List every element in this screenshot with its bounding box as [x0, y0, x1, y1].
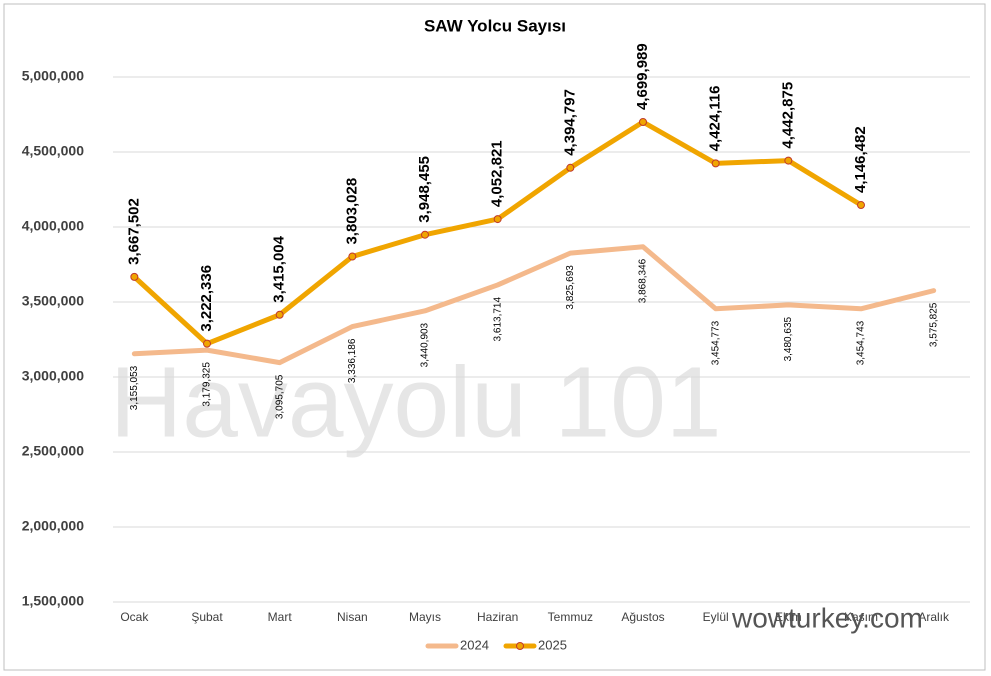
- x-tick-label: Mayıs: [409, 610, 441, 624]
- legend-label: 2025: [538, 637, 567, 652]
- data-label: 3,415,004: [271, 235, 288, 302]
- point-marker: [566, 163, 575, 172]
- point-marker: [348, 252, 357, 261]
- data-label: 3,948,455: [416, 156, 433, 223]
- data-label: 4,052,821: [489, 140, 506, 207]
- data-label: 3,480,635: [783, 316, 794, 361]
- watermark: wowturkey.com: [731, 602, 923, 633]
- y-tick-label: 3,000,000: [22, 368, 84, 384]
- y-tick-label: 2,500,000: [22, 443, 84, 459]
- data-label: 3,222,336: [198, 265, 215, 332]
- x-tick-label: Haziran: [477, 610, 518, 624]
- data-label: 3,336,186: [347, 338, 358, 383]
- data-label: 3,868,346: [638, 258, 649, 303]
- y-tick-label: 1,500,000: [22, 593, 84, 609]
- data-label: 3,613,714: [492, 297, 503, 342]
- data-label: 3,095,705: [274, 374, 285, 419]
- x-tick-label: Şubat: [191, 610, 223, 624]
- data-label: 4,442,875: [779, 82, 796, 149]
- point-marker: [784, 156, 793, 165]
- data-label: 4,424,116: [707, 85, 724, 151]
- point-marker: [275, 310, 284, 319]
- x-tick-label: Eylül: [703, 610, 729, 624]
- legend-marker: [516, 642, 524, 650]
- x-tick-label: Ekim: [775, 610, 802, 624]
- chart-title: SAW Yolcu Sayısı: [424, 16, 566, 35]
- x-tick-label: Kasım: [844, 610, 878, 624]
- y-tick-label: 4,000,000: [22, 218, 84, 234]
- data-label: 3,575,825: [928, 302, 939, 347]
- point-marker: [421, 230, 429, 239]
- data-label: 3,440,903: [420, 322, 431, 367]
- y-tick-label: 4,500,000: [22, 143, 84, 159]
- x-tick-label: Temmuz: [548, 610, 593, 624]
- data-label: 3,179,325: [202, 362, 213, 407]
- data-label: 3,454,743: [856, 320, 867, 365]
- y-tick-label: 3,500,000: [22, 293, 84, 309]
- point-marker: [711, 159, 720, 168]
- point-marker: [203, 339, 211, 348]
- point-marker: [493, 215, 502, 224]
- data-label: 4,146,482: [852, 126, 869, 193]
- series-line: [131, 244, 937, 366]
- data-label: 3,803,028: [343, 178, 360, 245]
- x-tick-label: Mart: [268, 610, 293, 624]
- legend-label: 2024: [460, 637, 489, 652]
- y-tick-label: 5,000,000: [22, 68, 84, 84]
- x-tick-label: Ağustos: [621, 610, 664, 624]
- x-tick-label: Nisan: [337, 610, 368, 624]
- data-label: 3,667,502: [125, 198, 142, 265]
- x-tick-label: Ocak: [120, 610, 149, 624]
- data-label: 3,155,053: [129, 365, 140, 410]
- data-label: 4,394,797: [561, 89, 578, 156]
- chart-border: [3, 3, 986, 671]
- y-tick-label: 2,000,000: [22, 518, 84, 534]
- watermark: Havayolu 101: [110, 346, 722, 458]
- point-marker: [857, 201, 865, 210]
- data-label: 3,825,693: [565, 265, 576, 310]
- x-tick-label: Aralık: [918, 610, 950, 624]
- point-marker: [639, 118, 647, 127]
- data-label: 4,699,989: [634, 43, 651, 110]
- data-label: 3,454,773: [710, 320, 721, 365]
- point-marker: [130, 272, 139, 281]
